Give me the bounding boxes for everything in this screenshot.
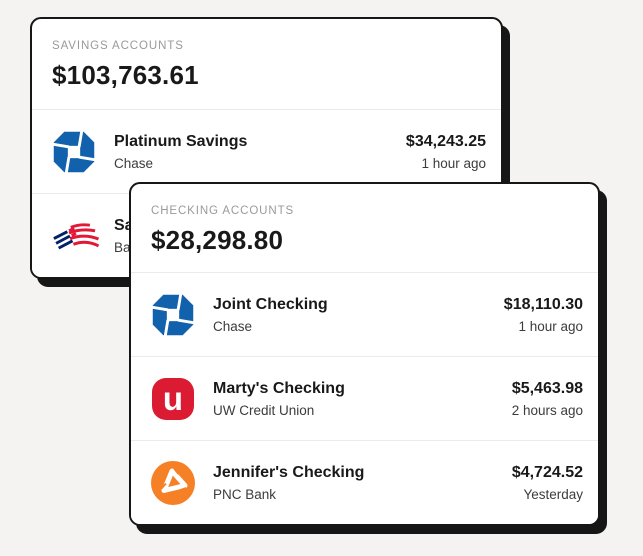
account-updated: 2 hours ago — [511, 402, 583, 418]
account-bank: PNC Bank — [213, 486, 277, 502]
bank-of-america-logo-icon — [52, 214, 100, 258]
account-name: Platinum Savings — [114, 132, 248, 150]
chase-logo-icon — [52, 129, 98, 174]
account-bank: UW Credit Union — [213, 402, 315, 418]
account-bank: Chase — [213, 318, 253, 334]
chase-logo-icon — [151, 292, 197, 337]
svg-text:u: u — [163, 380, 183, 417]
savings-total-balance: $103,763.61 — [52, 60, 199, 90]
checking-card-header: CHECKING ACCOUNTS $28,298.80 — [131, 184, 598, 272]
account-row-jennifers-checking[interactable]: Jennifer's Checking PNC Bank $4,724.52 Y… — [131, 440, 598, 524]
account-row-platinum-savings[interactable]: Platinum Savings Chase $34,243.25 1 hour… — [32, 109, 501, 193]
checking-accounts-card: CHECKING ACCOUNTS $28,298.80 Joint Check — [129, 182, 600, 526]
account-balance: $4,724.52 — [511, 463, 583, 481]
savings-section-label: SAVINGS ACCOUNTS — [52, 40, 184, 52]
account-updated: Yesterday — [523, 486, 583, 502]
account-name: Joint Checking — [213, 295, 328, 313]
account-bank: Chase — [114, 155, 154, 171]
account-updated: 1 hour ago — [518, 318, 583, 334]
savings-card-header: SAVINGS ACCOUNTS $103,763.61 — [32, 19, 501, 109]
pnc-bank-logo-icon — [151, 460, 197, 505]
account-row-joint-checking[interactable]: Joint Checking Chase $18,110.30 1 hour a… — [131, 272, 598, 356]
checking-section-label: CHECKING ACCOUNTS — [151, 205, 295, 217]
account-balance: $18,110.30 — [503, 295, 583, 313]
account-row-martys-checking[interactable]: u Marty's Checking UW Credit Union $5,46… — [131, 356, 598, 440]
uw-credit-union-logo-icon: u — [151, 377, 197, 421]
account-name: Jennifer's Checking — [213, 463, 365, 481]
account-updated: 1 hour ago — [421, 155, 486, 171]
checking-total-balance: $28,298.80 — [151, 225, 284, 255]
account-name: Marty's Checking — [213, 379, 345, 397]
account-balance: $34,243.25 — [405, 132, 486, 150]
account-balance: $5,463.98 — [511, 379, 583, 397]
